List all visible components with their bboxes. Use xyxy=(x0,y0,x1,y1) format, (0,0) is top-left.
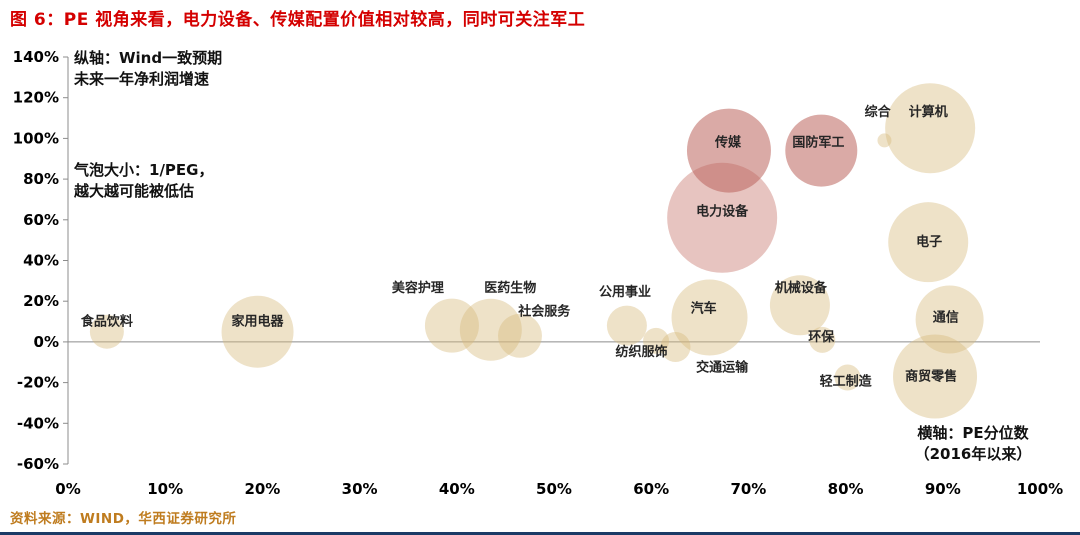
x-axis-tick-label: 10% xyxy=(147,480,183,498)
y-axis-tick-label: 100% xyxy=(13,129,59,147)
chart-bubble xyxy=(424,298,479,353)
bubble-label: 家用电器 xyxy=(232,314,285,330)
x-axis-tick-label: 30% xyxy=(342,480,378,498)
y-axis-note-line1: 纵轴：Wind一致预期 xyxy=(74,49,223,67)
bubble-label: 轻工制造 xyxy=(820,374,873,390)
x-axis-note: 横轴：PE分位数 （2016年以来） xyxy=(898,423,1048,465)
chart-bubble xyxy=(893,334,978,419)
y-axis-tick-label: 80% xyxy=(23,170,59,188)
x-axis-tick-label: 40% xyxy=(439,480,475,498)
bubble-label: 环保 xyxy=(808,329,835,345)
chart-bubble xyxy=(660,331,691,362)
x-axis-note-line2: （2016年以来） xyxy=(914,445,1032,463)
y-axis-tick-label: 60% xyxy=(23,211,59,229)
bubble-label: 纺织服饰 xyxy=(615,344,667,360)
x-axis-tick-label: 70% xyxy=(730,480,766,498)
chart-bubble xyxy=(885,83,976,174)
chart-bubble xyxy=(834,364,861,391)
chart-bubble xyxy=(915,285,984,354)
x-axis-note-line1: 横轴：PE分位数 xyxy=(917,424,1029,442)
bubble-label: 传媒 xyxy=(714,134,742,150)
bubble-label: 综合 xyxy=(865,104,892,120)
y-axis-tick-label: -60% xyxy=(17,455,59,473)
chart-bubble xyxy=(221,295,294,368)
bubble-size-note-line2: 越大越可能被低估 xyxy=(74,182,195,200)
bubble-label: 国防军工 xyxy=(792,134,844,150)
chart-bubble xyxy=(686,108,771,193)
chart-bubble xyxy=(459,298,522,361)
bubble-label: 电力设备 xyxy=(696,204,749,220)
x-axis-tick-label: 60% xyxy=(633,480,669,498)
bubble-label: 汽车 xyxy=(691,300,717,316)
chart-bubble xyxy=(497,313,542,358)
chart-bubble xyxy=(643,327,670,354)
y-axis-tick-label: 0% xyxy=(34,333,59,351)
y-axis-note: 纵轴：Wind一致预期 未来一年净利润增速 xyxy=(74,48,222,90)
bubble-label: 电子 xyxy=(916,234,942,250)
y-axis-tick-label: 20% xyxy=(23,292,59,310)
chart-bubble xyxy=(671,279,748,356)
figure-title: 图 6：PE 视角来看，电力设备、传媒配置价值相对较高，同时可关注军工 xyxy=(10,10,586,30)
chart-bubble xyxy=(888,202,969,283)
y-axis-tick-label: -20% xyxy=(17,374,59,392)
source-note: 资料来源：WIND，华西证券研究所 xyxy=(10,511,237,527)
bubble-label: 公用事业 xyxy=(599,284,651,300)
y-axis-note-line2: 未来一年净利润增速 xyxy=(74,70,210,88)
chart-bubble xyxy=(769,275,830,336)
bubble-label: 美容护理 xyxy=(392,280,444,296)
bubble-label: 医药生物 xyxy=(484,280,536,296)
chart-bubble xyxy=(809,326,836,353)
bottom-border xyxy=(0,532,1080,535)
bubble-label: 机械设备 xyxy=(775,280,828,296)
chart-bubble xyxy=(785,114,858,187)
bubble-label: 食品饮料 xyxy=(81,314,133,330)
y-axis-tick-label: -40% xyxy=(17,414,59,432)
chart-bubble xyxy=(667,162,778,273)
bubble-label: 商贸零售 xyxy=(905,368,957,384)
bubble-label: 社会服务 xyxy=(517,303,571,319)
x-axis-tick-label: 80% xyxy=(828,480,864,498)
x-axis-tick-label: 90% xyxy=(925,480,961,498)
bubble-label: 交通运输 xyxy=(696,359,749,375)
x-axis-tick-label: 20% xyxy=(244,480,280,498)
y-axis-tick-label: 40% xyxy=(23,252,59,270)
chart-bubble xyxy=(89,314,124,349)
y-axis-tick-label: 140% xyxy=(13,48,59,66)
x-axis-tick-label: 100% xyxy=(1017,480,1063,498)
bubble-label: 通信 xyxy=(933,309,959,325)
x-axis-tick-label: 0% xyxy=(55,480,80,498)
x-axis-tick-label: 50% xyxy=(536,480,572,498)
bubble-size-note: 气泡大小：1/PEG， 越大越可能被低估 xyxy=(74,160,213,202)
y-axis-tick-label: 120% xyxy=(13,89,59,107)
chart-bubble xyxy=(606,305,647,346)
chart-bubble xyxy=(877,133,892,148)
bubble-label: 计算机 xyxy=(909,104,948,120)
bubble-size-note-line1: 气泡大小：1/PEG， xyxy=(74,161,214,179)
